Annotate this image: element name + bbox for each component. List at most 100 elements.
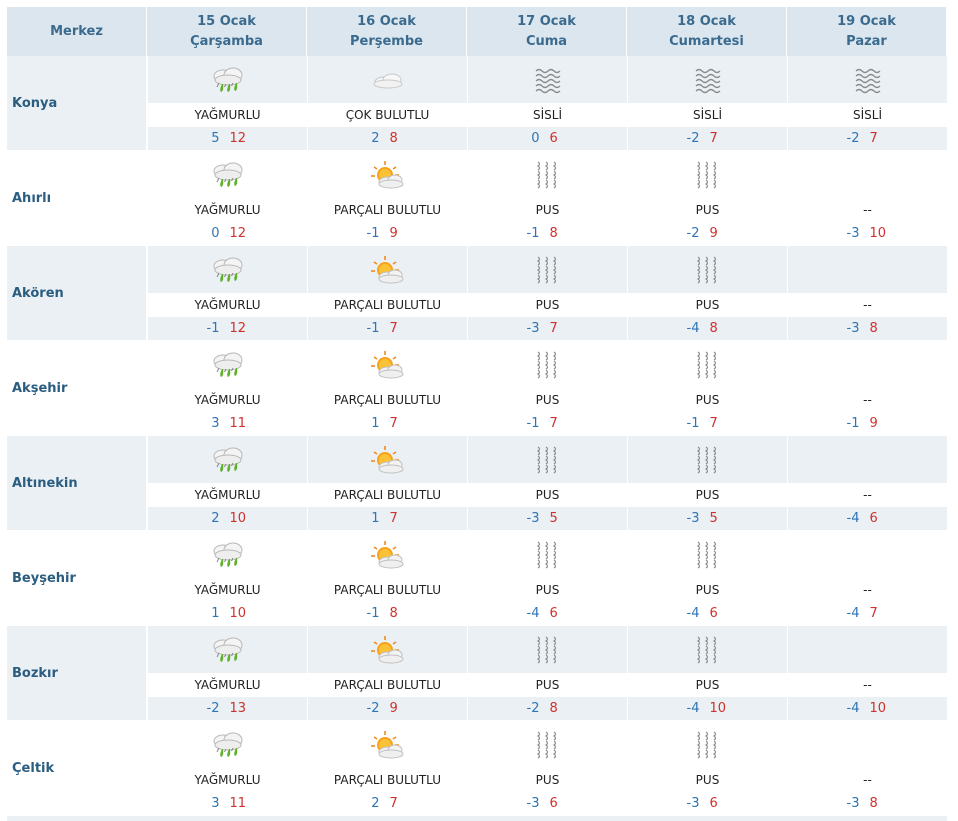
temperature-cell: -4 6 — [787, 507, 947, 531]
partly-cloudy-icon — [368, 538, 408, 572]
min-temp: -4 — [846, 701, 860, 716]
min-temp: -2 — [686, 226, 700, 241]
weather-condition: PUS — [627, 293, 787, 317]
weather-condition: -- — [787, 673, 947, 697]
weather-icon-cell — [467, 436, 627, 483]
city-temperature-row: 2 10 1 7 -3 5 -3 5 -4 6 — [7, 507, 947, 531]
partly-cloudy-icon — [368, 443, 408, 477]
weather-icon-cell — [627, 626, 787, 673]
city-icon-row: Çeltik — [7, 721, 947, 816]
weather-icon-cell — [467, 531, 627, 578]
weather-condition: PUS — [467, 388, 627, 412]
weather-condition: YAĞMURLU — [147, 768, 307, 792]
min-temp: -3 — [686, 511, 700, 526]
max-temp: 7 — [709, 131, 718, 146]
weather-icon-cell — [147, 436, 307, 483]
min-temp: 3 — [211, 796, 220, 811]
weather-icon-cell — [307, 151, 467, 198]
weather-condition: YAĞMURLU — [147, 103, 307, 127]
weather-condition: YAĞMURLU — [147, 673, 307, 697]
max-temp: 5 — [549, 511, 558, 526]
temperature-cell: 3 11 — [147, 792, 307, 816]
forecast-table: Merkez 15 Ocak Çarşamba 16 Ocak Perşembe 1… — [7, 7, 947, 816]
weather-condition: YAĞMURLU — [147, 483, 307, 507]
min-temp: -2 — [846, 131, 860, 146]
max-temp: 7 — [389, 511, 398, 526]
min-temp: -1 — [526, 226, 540, 241]
temperature-cell: -1 8 — [467, 222, 627, 246]
city-name[interactable]: Altınekin — [7, 436, 147, 531]
max-temp: 7 — [869, 606, 878, 621]
haze-icon — [528, 633, 568, 667]
max-temp: 8 — [869, 796, 878, 811]
haze-icon — [528, 348, 568, 382]
weather-condition: PARÇALI BULUTLU — [307, 388, 467, 412]
max-temp: 7 — [709, 416, 718, 431]
city-temperature-row: 5 12 2 8 0 6 -2 7 -2 7 — [7, 127, 947, 151]
rain-icon — [208, 348, 248, 382]
city-name[interactable]: Çeltik — [7, 721, 147, 816]
day-weekday: Cuma — [525, 33, 568, 49]
temperature-cell: 2 10 — [147, 507, 307, 531]
weather-condition: PARÇALI BULUTLU — [307, 483, 467, 507]
city-name[interactable]: Bozkır — [7, 626, 147, 721]
day-header: 16 Ocak Perşembe — [307, 7, 467, 56]
weather-icon-cell — [307, 246, 467, 293]
city-temperature-row: 3 11 2 7 -3 6 -3 6 -3 8 — [7, 792, 947, 816]
rain-icon — [208, 158, 248, 192]
city-name[interactable]: Akşehir — [7, 341, 147, 436]
temperature-cell: -4 6 — [627, 602, 787, 626]
city-temperature-row: -2 13 -2 9 -2 8 -4 10 -4 10 — [7, 697, 947, 721]
max-temp: 7 — [549, 321, 558, 336]
max-temp: 7 — [389, 796, 398, 811]
day-header: 18 Ocak Cumartesi — [627, 7, 787, 56]
temperature-cell: -3 7 — [467, 317, 627, 341]
min-temp: -1 — [526, 416, 540, 431]
min-temp: -2 — [526, 701, 540, 716]
haze-icon — [688, 348, 728, 382]
city-name[interactable]: Konya — [7, 56, 147, 151]
weather-icon-cell — [627, 246, 787, 293]
weather-condition: SİSLİ — [627, 103, 787, 127]
city-name[interactable]: Ahırlı — [7, 151, 147, 246]
haze-icon — [688, 633, 728, 667]
city-condition-row: YAĞMURLU PARÇALI BULUTLU PUS PUS -- — [7, 483, 947, 507]
max-temp: 5 — [709, 511, 718, 526]
weather-icon-cell — [787, 246, 947, 293]
max-temp: 8 — [389, 131, 398, 146]
city-name[interactable]: Beyşehir — [7, 531, 147, 626]
weather-condition: PUS — [627, 198, 787, 222]
weather-condition: YAĞMURLU — [147, 388, 307, 412]
temperature-cell: -2 7 — [627, 127, 787, 151]
temperature-cell: -2 13 — [147, 697, 307, 721]
weather-condition: PUS — [467, 198, 627, 222]
max-temp: 10 — [709, 701, 727, 716]
city-condition-row: YAĞMURLU PARÇALI BULUTLU PUS PUS -- — [7, 578, 947, 602]
weather-icon-cell — [147, 151, 307, 198]
max-temp: 11 — [229, 796, 247, 811]
weather-condition: PUS — [467, 673, 627, 697]
weather-condition: -- — [787, 388, 947, 412]
weather-icon-cell — [147, 531, 307, 578]
min-temp: -2 — [206, 701, 220, 716]
max-temp: 12 — [229, 131, 247, 146]
weather-icon-cell — [307, 436, 467, 483]
header-row: Merkez 15 Ocak Çarşamba 16 Ocak Perşembe 1… — [7, 7, 947, 56]
min-temp: -4 — [686, 701, 700, 716]
max-temp: 6 — [709, 796, 718, 811]
weather-icon-cell — [787, 626, 947, 673]
temperature-cell: 5 12 — [147, 127, 307, 151]
temperature-cell: -1 9 — [787, 412, 947, 436]
min-temp: -3 — [846, 226, 860, 241]
max-temp: 12 — [229, 226, 247, 241]
day-date: 15 Ocak — [197, 13, 256, 29]
city-name[interactable]: Akören — [7, 246, 147, 341]
max-temp: 7 — [869, 131, 878, 146]
partly-cloudy-icon — [368, 253, 408, 287]
temperature-cell: -3 5 — [627, 507, 787, 531]
weather-icon-cell — [307, 531, 467, 578]
weather-condition: -- — [787, 198, 947, 222]
max-temp: 9 — [389, 701, 398, 716]
